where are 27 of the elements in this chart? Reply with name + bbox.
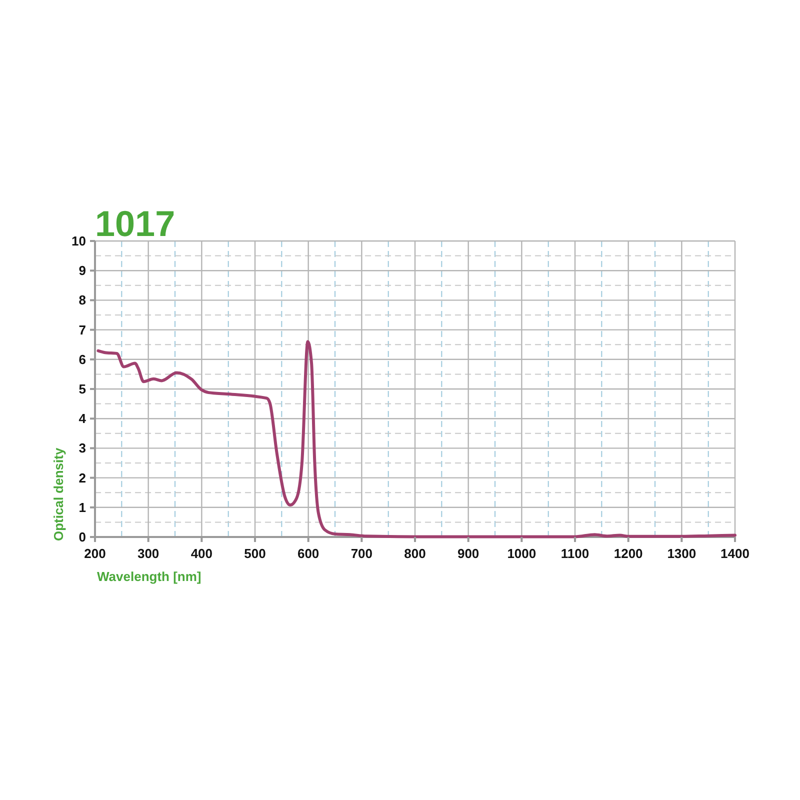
x-tick-label: 1200 bbox=[614, 546, 643, 561]
x-axis-title: Wavelength [nm] bbox=[97, 569, 202, 584]
x-tick-label: 1400 bbox=[720, 546, 750, 561]
y-tick-label: 6 bbox=[78, 352, 86, 367]
x-tick-label: 800 bbox=[404, 546, 426, 561]
y-tick-label: 10 bbox=[72, 234, 86, 248]
x-tick-label: 200 bbox=[84, 546, 106, 561]
y-tick-label: 8 bbox=[78, 292, 86, 308]
x-tick-label: 1000 bbox=[507, 546, 536, 561]
chart-title: 1017 bbox=[95, 203, 176, 244]
y-tick-label: 4 bbox=[78, 411, 87, 426]
y-tick-label: 0 bbox=[78, 530, 86, 544]
x-tick-label: 500 bbox=[244, 546, 266, 561]
y-axis-title: Optical density bbox=[51, 447, 66, 541]
x-tick-label: 300 bbox=[137, 546, 160, 561]
x-tick-label: 1300 bbox=[667, 546, 696, 561]
y-tick-label: 2 bbox=[78, 470, 86, 486]
y-tick-label: 5 bbox=[78, 382, 86, 396]
x-tick-label: 400 bbox=[190, 546, 213, 561]
y-tick-label: 1 bbox=[78, 500, 86, 515]
x-tick-label: 900 bbox=[457, 546, 480, 561]
y-tick-label: 9 bbox=[78, 263, 86, 278]
y-tick-label: 7 bbox=[78, 322, 86, 338]
y-tick-label: 3 bbox=[78, 440, 86, 456]
x-tick-label: 700 bbox=[350, 546, 373, 561]
x-tick-label: 1100 bbox=[560, 546, 590, 561]
x-tick-label: 600 bbox=[297, 546, 320, 561]
